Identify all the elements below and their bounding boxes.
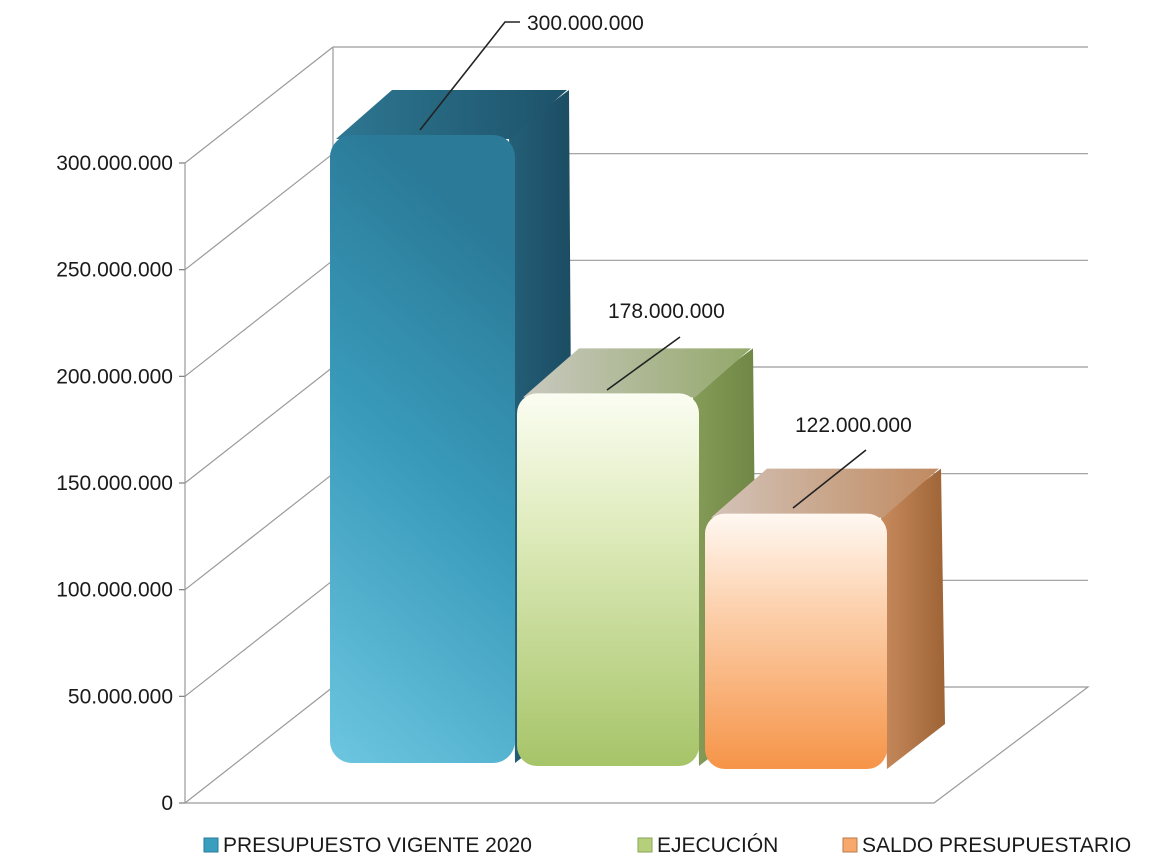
data-label-leader — [419, 21, 520, 131]
data-label-layer: 300.000.000 178.000.000 122.000.000 — [419, 12, 912, 509]
gridline-side — [184, 259, 334, 377]
bar-layer — [330, 90, 945, 769]
bar-saldo-presupuestario-side — [881, 468, 945, 769]
data-label: 300.000.000 — [527, 12, 644, 35]
legend-label-saldo: SALDO PRESUPUESTARIO — [862, 834, 1131, 856]
y-axis: 0 50.000.000 100.000.000 150.000.000 200.000… — [56, 152, 186, 815]
legend: PRESUPUESTO VIGENTE 2020 EJECUCIÓN SALDO… — [203, 834, 1131, 856]
gridline-side — [184, 366, 334, 484]
gridline-side — [184, 153, 334, 271]
y-tick-label: 50.000.000 — [68, 685, 173, 708]
data-label: 178.000.000 — [608, 300, 725, 323]
data-label: 122.000.000 — [795, 414, 912, 437]
gridline-side — [184, 473, 334, 591]
legend-swatch-presupuesto — [203, 837, 219, 853]
bar-presupuesto-vigente-top — [336, 90, 567, 139]
legend-label-ejecucion: EJECUCIÓN — [657, 834, 778, 856]
bar-ejecucion-front — [517, 393, 699, 766]
data-label-leader — [792, 449, 867, 509]
gridline-side — [184, 46, 334, 164]
legend-swatch-saldo — [842, 837, 858, 853]
gridline-side — [184, 579, 334, 697]
y-tick-label: 200.000.000 — [56, 365, 173, 388]
floor — [184, 686, 1090, 804]
bar-saldo-presupuestario-front — [705, 513, 887, 769]
bar-presupuesto-vigente-front — [330, 135, 515, 763]
legend-swatch-ejecucion — [637, 837, 653, 853]
data-label-leader — [606, 336, 681, 391]
bar-ejecucion-top — [523, 348, 751, 398]
y-tick-label: 150.000.000 — [56, 472, 173, 495]
legend-label-presupuesto: PRESUPUESTO VIGENTE 2020 — [223, 834, 532, 856]
y-tick-label: 100.000.000 — [56, 579, 173, 602]
y-tick-label: 0 — [161, 792, 173, 815]
y-tick-label: 300.000.000 — [56, 152, 173, 175]
y-tick-label: 250.000.000 — [56, 259, 173, 282]
bar-saldo-presupuestario — [705, 468, 945, 769]
bar-saldo-presupuestario-top — [711, 468, 939, 518]
